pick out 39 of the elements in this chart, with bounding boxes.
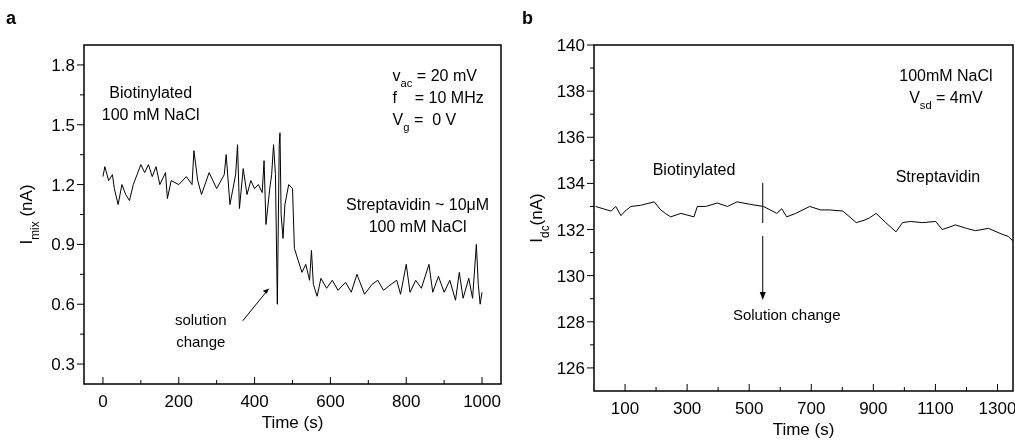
y-tick-label: 0.6 [51, 295, 75, 315]
x-tick-label: 800 [392, 392, 421, 411]
y-tick-label: 130 [556, 266, 585, 286]
chart-title: a [6, 8, 17, 28]
x-tick-label: 900 [859, 399, 888, 418]
x-tick-label: 500 [735, 399, 764, 418]
annotation: Biotinylated [652, 160, 736, 178]
x-tick-label: 700 [797, 399, 826, 418]
x-tick-label: 0 [98, 392, 108, 411]
x-tick-label: 400 [240, 392, 269, 411]
chart-title: b [522, 8, 533, 28]
y-tick-label: 1.8 [51, 55, 75, 75]
annotation: 100mM NaCl V$_{sd}$ = 4mV [899, 67, 993, 112]
annotation: Streptavidin [895, 167, 981, 185]
x-tick-label: 1000 [463, 392, 501, 411]
y-tick-label: 138 [556, 82, 585, 102]
y-tick-label: 126 [556, 358, 585, 378]
y-tick-label: 1.2 [51, 175, 75, 195]
y-tick-label: 0.9 [51, 235, 75, 255]
annotation: Biotinylated 100 mM NaCl [101, 83, 200, 123]
y-tick-label: 1.5 [51, 115, 75, 135]
x-tick-label: 200 [164, 392, 193, 411]
x-axis-title: Time (s) [772, 420, 835, 439]
x-axis-title: Time (s) [261, 413, 324, 432]
x-tick-label: 100 [610, 399, 640, 418]
y-tick-label: 0.3 [51, 355, 75, 375]
y-tick-label: 140 [556, 36, 585, 55]
annotation: v$_{ac}$ = 20 mV f = 10 MHz V$_{g}$ = 0 V [392, 66, 484, 133]
annotation: solution change [174, 310, 227, 350]
y-tick-label: 134 [556, 174, 585, 194]
annotation: Solution change [732, 305, 841, 323]
annotation: Streptavidin ~ 10μM 100 mM NaCl [346, 195, 490, 235]
x-tick-label: 1100 [917, 399, 954, 418]
x-tick-label: 600 [316, 392, 345, 411]
x-tick-label: 300 [672, 399, 702, 418]
y-tick-label: 136 [556, 128, 585, 148]
y-tick-label: 132 [556, 220, 585, 240]
x-tick-label: 1300 [978, 399, 1015, 418]
y-tick-label: 128 [556, 312, 585, 332]
